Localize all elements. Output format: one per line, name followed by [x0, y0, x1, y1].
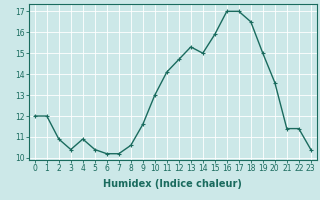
X-axis label: Humidex (Indice chaleur): Humidex (Indice chaleur) [103, 179, 242, 189]
